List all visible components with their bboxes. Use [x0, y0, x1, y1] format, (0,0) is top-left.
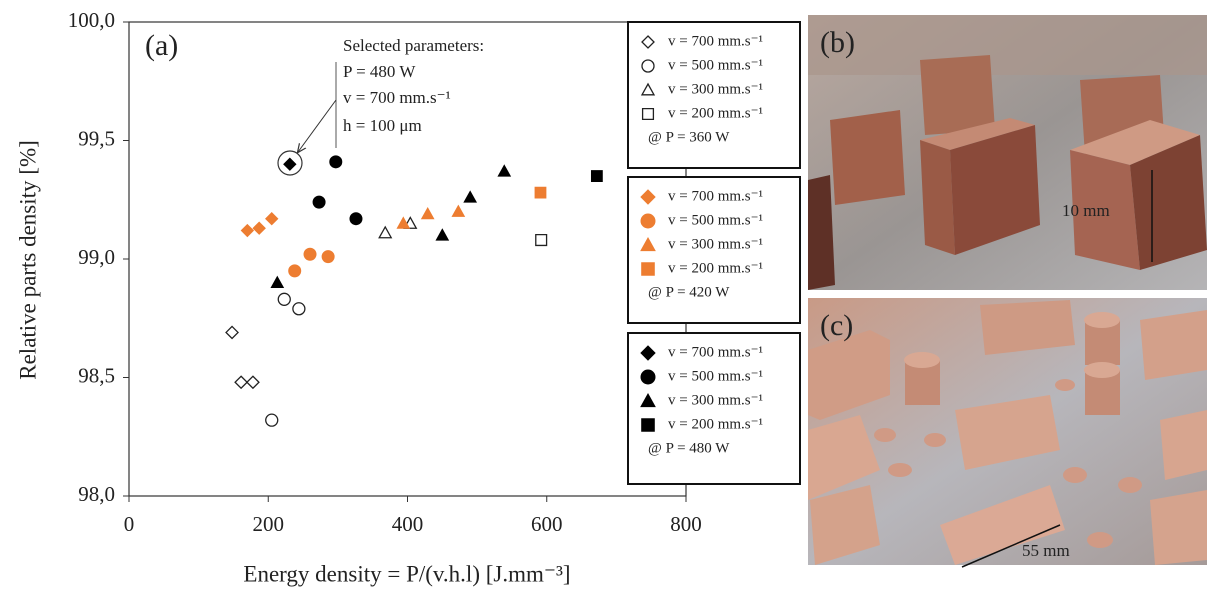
legend-box: [627, 332, 801, 485]
legend-group-label: @ P = 420 W: [648, 284, 730, 300]
point: [590, 170, 603, 182]
point: [292, 302, 306, 316]
legend-label: v = 200 mm.s⁻¹: [668, 105, 763, 121]
x-tick-label: 400: [392, 512, 424, 536]
y-tick-label: 98,0: [78, 482, 115, 506]
point: [378, 225, 393, 239]
point: [463, 190, 478, 203]
y-tick-label: 99,0: [78, 245, 115, 269]
point: [240, 223, 255, 238]
y-tick-label: 99,5: [78, 126, 115, 150]
annotation: h = 100 μm: [343, 116, 422, 135]
point: [234, 375, 249, 390]
selection-circle: [277, 150, 303, 176]
point: [265, 212, 279, 226]
point: [312, 195, 326, 209]
legend-marker: [640, 236, 656, 252]
legend-label: v = 300 mm.s⁻¹: [668, 392, 763, 408]
point: [225, 325, 239, 340]
point: [497, 164, 512, 177]
legend-box: [627, 176, 801, 324]
legend-marker: [640, 213, 656, 229]
point: [396, 216, 411, 229]
legend-marker: [641, 418, 655, 432]
x-tick-label: 600: [531, 512, 563, 536]
photo-annotation: 10 mm: [1062, 201, 1110, 220]
annotation-arrow: [298, 99, 337, 152]
legend-label: v = 700 mm.s⁻¹: [668, 344, 763, 360]
legend-label: v = 500 mm.s⁻¹: [668, 212, 763, 228]
point: [265, 413, 279, 427]
legend-marker: [641, 107, 655, 121]
legend-marker: [641, 262, 655, 276]
y-tick-label: 100,0: [68, 8, 115, 32]
point: [420, 206, 435, 220]
legend-label: v = 200 mm.s⁻¹: [668, 260, 763, 276]
point: [329, 155, 343, 169]
annotation: P = 480 W: [343, 62, 416, 81]
legend-marker: [640, 369, 656, 385]
photo-b: [808, 15, 1207, 290]
x-tick-label: 0: [124, 512, 135, 536]
point: [435, 228, 450, 241]
legend-group-label: @ P = 360 W: [648, 129, 730, 145]
x-axis-label: Energy density = P/(v.h.l) [J.mm⁻³]: [243, 561, 570, 586]
photo-c: [808, 298, 1207, 568]
point: [303, 247, 317, 261]
panel-label: (b): [820, 26, 855, 59]
panel-label: (c): [820, 309, 853, 342]
point: [288, 264, 302, 278]
legend-label: v = 700 mm.s⁻¹: [668, 33, 763, 49]
legend-label: v = 300 mm.s⁻¹: [668, 236, 763, 252]
legend-label: v = 700 mm.s⁻¹: [668, 188, 763, 204]
legend-marker: [640, 82, 656, 96]
point: [535, 233, 548, 247]
y-axis-label: Relative parts density [%]: [15, 140, 40, 380]
legend-label: v = 500 mm.s⁻¹: [668, 368, 763, 384]
point: [252, 221, 266, 235]
x-tick-label: 200: [253, 512, 285, 536]
point: [451, 204, 466, 217]
legend-label: v = 300 mm.s⁻¹: [668, 81, 763, 97]
legend-marker: [641, 59, 655, 73]
point: [246, 375, 260, 390]
photo-annotation: 55 mm: [1022, 541, 1070, 560]
x-tick-label: 800: [670, 512, 702, 536]
legend-group-label: @ P = 480 W: [648, 440, 730, 456]
point: [283, 157, 297, 171]
point: [534, 186, 547, 199]
y-tick-label: 98,5: [78, 363, 115, 387]
annotation: v = 700 mm.s⁻¹: [343, 88, 451, 107]
legend-label: v = 500 mm.s⁻¹: [668, 57, 763, 73]
legend-marker: [640, 392, 656, 408]
legend-marker: [640, 189, 656, 205]
legend-marker: [641, 35, 655, 49]
point: [277, 292, 291, 306]
panel-label: (a): [145, 29, 178, 62]
legend-box: [627, 21, 801, 169]
legend-label: v = 200 mm.s⁻¹: [668, 416, 763, 432]
annotation: Selected parameters:: [343, 36, 484, 55]
point: [270, 275, 285, 288]
point: [321, 250, 335, 264]
point: [349, 212, 363, 226]
legend-marker: [640, 345, 656, 361]
